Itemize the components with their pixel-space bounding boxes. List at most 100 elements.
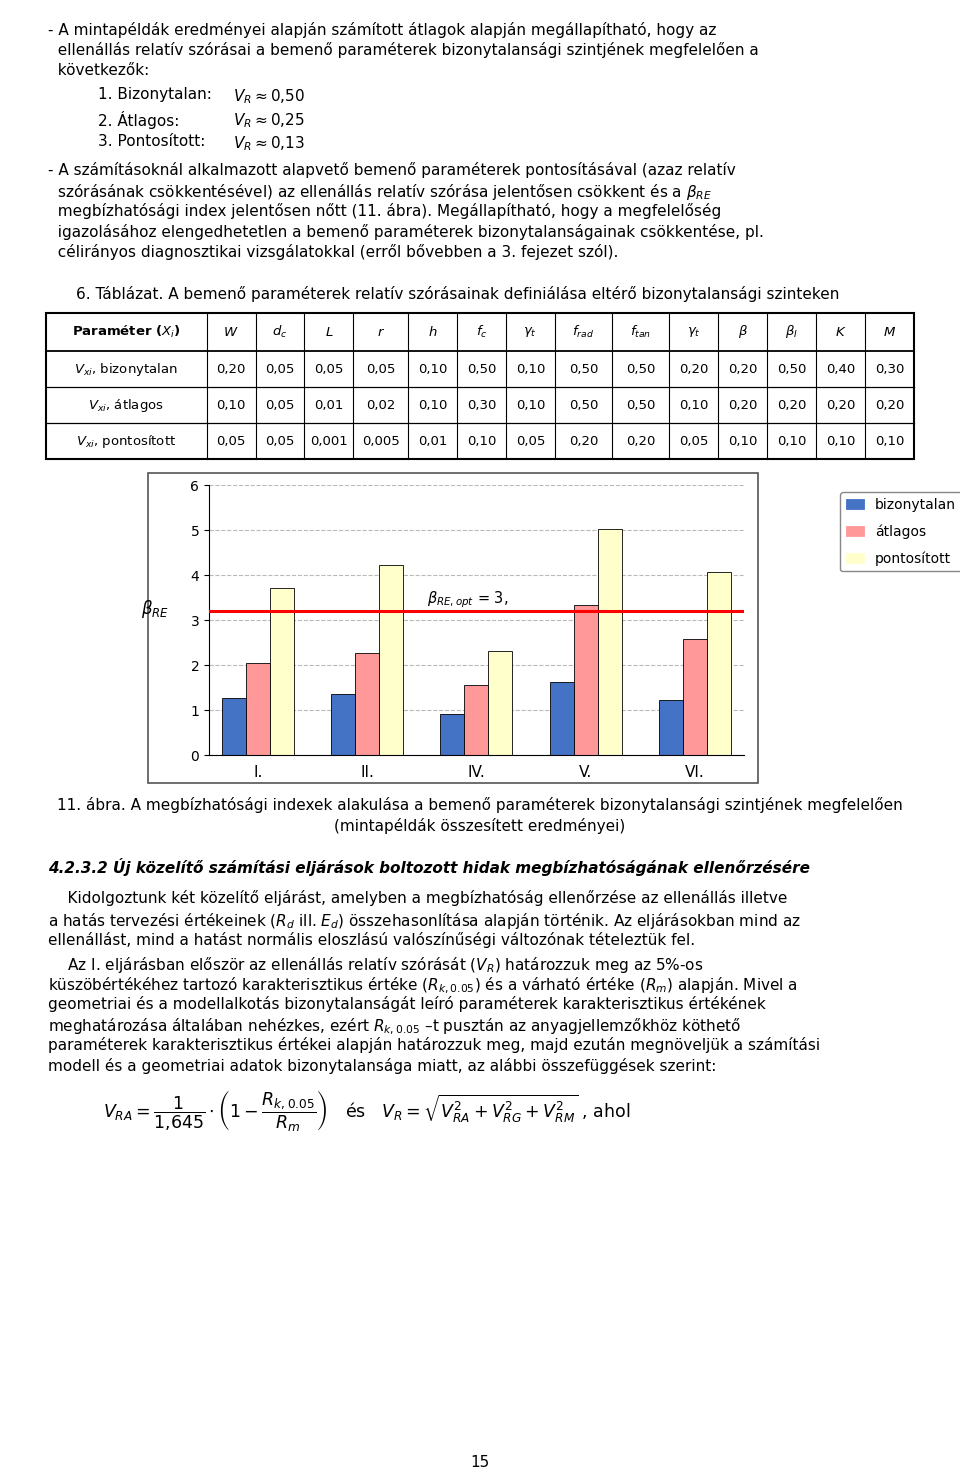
Text: 0,20: 0,20 [626, 434, 656, 448]
Bar [441, 714, 465, 756]
Text: $\beta_{RE,opt}$ = 3,: $\beta_{RE,opt}$ = 3, [427, 590, 509, 611]
Text: 0,20: 0,20 [679, 363, 708, 375]
Text: következők:: következők: [48, 64, 149, 79]
Bar [598, 529, 622, 756]
Text: 0,10: 0,10 [516, 399, 545, 412]
Bar [355, 654, 379, 756]
Text: 0,30: 0,30 [467, 399, 496, 412]
Text: 0,50: 0,50 [777, 363, 806, 375]
Text: geometriai és a modellalkotás bizonytalanságát leíró paraméterek karakterisztiku: geometriai és a modellalkotás bizonytala… [48, 996, 766, 1012]
Text: 0,30: 0,30 [875, 363, 904, 375]
Text: Az I. eljárásban először az ellenállás relatív szórását ($V_R$) határozzuk meg a: Az I. eljárásban először az ellenállás r… [48, 954, 704, 975]
Text: 0,50: 0,50 [568, 399, 598, 412]
Text: 0,50: 0,50 [626, 363, 656, 375]
Text: $V_R \approx 0{,}25$: $V_R \approx 0{,}25$ [233, 111, 304, 130]
Text: 0,10: 0,10 [679, 399, 708, 412]
Text: 0,10: 0,10 [467, 434, 496, 448]
Text: 0,20: 0,20 [875, 399, 904, 412]
Bar [270, 588, 294, 756]
Text: a hatás tervezési értékeinek ($R_d$ ill. $E_d$) összehasonlítása alapján történi: a hatás tervezési értékeinek ($R_d$ ill.… [48, 911, 801, 931]
Text: 0,20: 0,20 [777, 399, 806, 412]
Bar [148, 473, 758, 782]
Text: 0,05: 0,05 [265, 363, 295, 375]
Text: 0,05: 0,05 [366, 363, 396, 375]
Text: 0,10: 0,10 [418, 363, 447, 375]
Text: - A számításoknál alkalmazott alapvető bemenő paraméterek pontosításával (azaz r: - A számításoknál alkalmazott alapvető b… [48, 162, 735, 178]
Text: 0,10: 0,10 [418, 399, 447, 412]
Bar [465, 686, 489, 756]
Text: $V_R \approx 0{,}50$: $V_R \approx 0{,}50$ [233, 87, 305, 107]
Text: ellenállás relatív szórásai a bemenő paraméterek bizonytalansági szintjének megf: ellenállás relatív szórásai a bemenő par… [48, 43, 758, 58]
Text: 0,40: 0,40 [826, 363, 855, 375]
Text: 4.2.3.2 Új közelítő számítási eljárások boltozott hidak megbízhatóságának ellenő: 4.2.3.2 Új közelítő számítási eljárások … [48, 858, 810, 876]
Text: 0,10: 0,10 [777, 434, 806, 448]
Text: 0,05: 0,05 [679, 434, 708, 448]
Text: $d_c$: $d_c$ [273, 325, 288, 339]
Text: paraméterek karakterisztikus értékei alapján határozzuk meg, majd ezután megnöve: paraméterek karakterisztikus értékei ala… [48, 1037, 820, 1054]
Bar [707, 572, 731, 756]
Text: 0,005: 0,005 [362, 434, 399, 448]
Text: 0,01: 0,01 [314, 399, 344, 412]
Text: 0,10: 0,10 [826, 434, 855, 448]
Text: $V_{xi}$, pontosított: $V_{xi}$, pontosított [76, 433, 177, 449]
Text: $V_{RA} = \dfrac{1}{1{,}645} \cdot \left(1 - \dfrac{R_{k,0.05}}{R_m}\right)$   é: $V_{RA} = \dfrac{1}{1{,}645} \cdot \left… [103, 1088, 631, 1134]
Text: 0,02: 0,02 [366, 399, 396, 412]
Text: 0,20: 0,20 [826, 399, 855, 412]
Bar [379, 566, 403, 756]
Text: $h$: $h$ [427, 325, 437, 339]
Text: 0,50: 0,50 [568, 363, 598, 375]
Text: Kidolgoztunk két közelítő eljárást, amelyben a megbízhatóság ellenőrzése az elle: Kidolgoztunk két közelítő eljárást, amel… [48, 891, 787, 907]
Text: 0,05: 0,05 [265, 399, 295, 412]
Text: meghatározása általában nehézkes, ezért $R_{k,0.05}$ –t pusztán az anyagjellemző: meghatározása általában nehézkes, ezért … [48, 1017, 741, 1037]
Text: $V_{xi}$, átlagos: $V_{xi}$, átlagos [88, 397, 164, 413]
Text: igazolásához elengedhetetlen a bemenő paraméterek bizonytalanságainak csökkentés: igazolásához elengedhetetlen a bemenő pa… [48, 224, 764, 240]
Text: 15: 15 [470, 1455, 490, 1470]
Bar [489, 651, 513, 756]
Text: 0,05: 0,05 [314, 363, 344, 375]
Text: 0,05: 0,05 [265, 434, 295, 448]
Text: szórásának csökkentésével) az ellenállás relatív szórása jelentősen csökkent és : szórásának csökkentésével) az ellenállás… [48, 182, 712, 203]
Text: $M$: $M$ [883, 326, 896, 338]
Bar [659, 701, 683, 756]
Bar [46, 313, 914, 459]
Bar [331, 695, 355, 756]
Text: 0,05: 0,05 [216, 434, 246, 448]
Text: modell és a geometriai adatok bizonytalansága miatt, az alábbi összefüggések sze: modell és a geometriai adatok bizonytala… [48, 1058, 716, 1073]
Text: - A mintapéldák eredményei alapján számított átlagok alapján megállapítható, hog: - A mintapéldák eredményei alapján számí… [48, 22, 716, 39]
Text: 0,20: 0,20 [568, 434, 598, 448]
Text: $f_{rad}$: $f_{rad}$ [572, 325, 594, 339]
Text: 0,20: 0,20 [728, 399, 757, 412]
Text: (mintapéldák összesített eredményei): (mintapéldák összesített eredményei) [334, 818, 626, 833]
Text: $\beta_I$: $\beta_I$ [785, 323, 798, 341]
Y-axis label: $\beta_{RE}$: $\beta_{RE}$ [141, 599, 170, 621]
Bar [683, 639, 707, 756]
Text: $V_{xi}$, bizonytalan: $V_{xi}$, bizonytalan [74, 360, 179, 378]
Text: 0,10: 0,10 [875, 434, 904, 448]
Text: 0,20: 0,20 [728, 363, 757, 375]
Text: 0,10: 0,10 [728, 434, 757, 448]
Legend: bizonytalan, átlagos, pontosított: bizonytalan, átlagos, pontosított [840, 492, 960, 572]
Text: 1. Bizonytalan:: 1. Bizonytalan: [98, 87, 212, 102]
Text: 0,50: 0,50 [626, 399, 656, 412]
Text: $V_R \approx 0{,}13$: $V_R \approx 0{,}13$ [233, 135, 304, 153]
Text: Paraméter ($X_i$): Paraméter ($X_i$) [72, 325, 180, 339]
Text: 0,05: 0,05 [516, 434, 545, 448]
Text: $f_{tan}$: $f_{tan}$ [630, 325, 651, 339]
Text: megbízhatósági index jelentősen nőtt (11. ábra). Megállapítható, hogy a megfelel: megbízhatósági index jelentősen nőtt (11… [48, 203, 721, 219]
Text: $W$: $W$ [224, 326, 239, 338]
Text: $L$: $L$ [324, 326, 333, 338]
Bar [222, 698, 246, 756]
Text: $\gamma_t$: $\gamma_t$ [686, 325, 701, 339]
Text: küszöbértékéhez tartozó karakterisztikus értéke ($R_{k,0.05}$) és a várható érté: küszöbértékéhez tartozó karakterisztikus… [48, 975, 798, 996]
Text: $\beta$: $\beta$ [737, 323, 748, 341]
Text: $\gamma_t$: $\gamma_t$ [523, 325, 538, 339]
Text: $f_c$: $f_c$ [475, 325, 487, 339]
Text: 2. Átlagos:: 2. Átlagos: [98, 111, 180, 129]
Bar [246, 662, 270, 756]
Text: 0,01: 0,01 [418, 434, 447, 448]
Bar [550, 682, 574, 756]
Text: célirányos diagnosztikai vizsgálatokkal (erről bővebben a 3. fejezet szól).: célirányos diagnosztikai vizsgálatokkal … [48, 245, 618, 259]
Bar [574, 605, 598, 756]
Text: 11. ábra. A megbízhatósági indexek alakulása a bemenő paraméterek bizonytalanság: 11. ábra. A megbízhatósági indexek alaku… [58, 797, 902, 814]
Text: 3. Pontosított:: 3. Pontosított: [98, 135, 205, 150]
